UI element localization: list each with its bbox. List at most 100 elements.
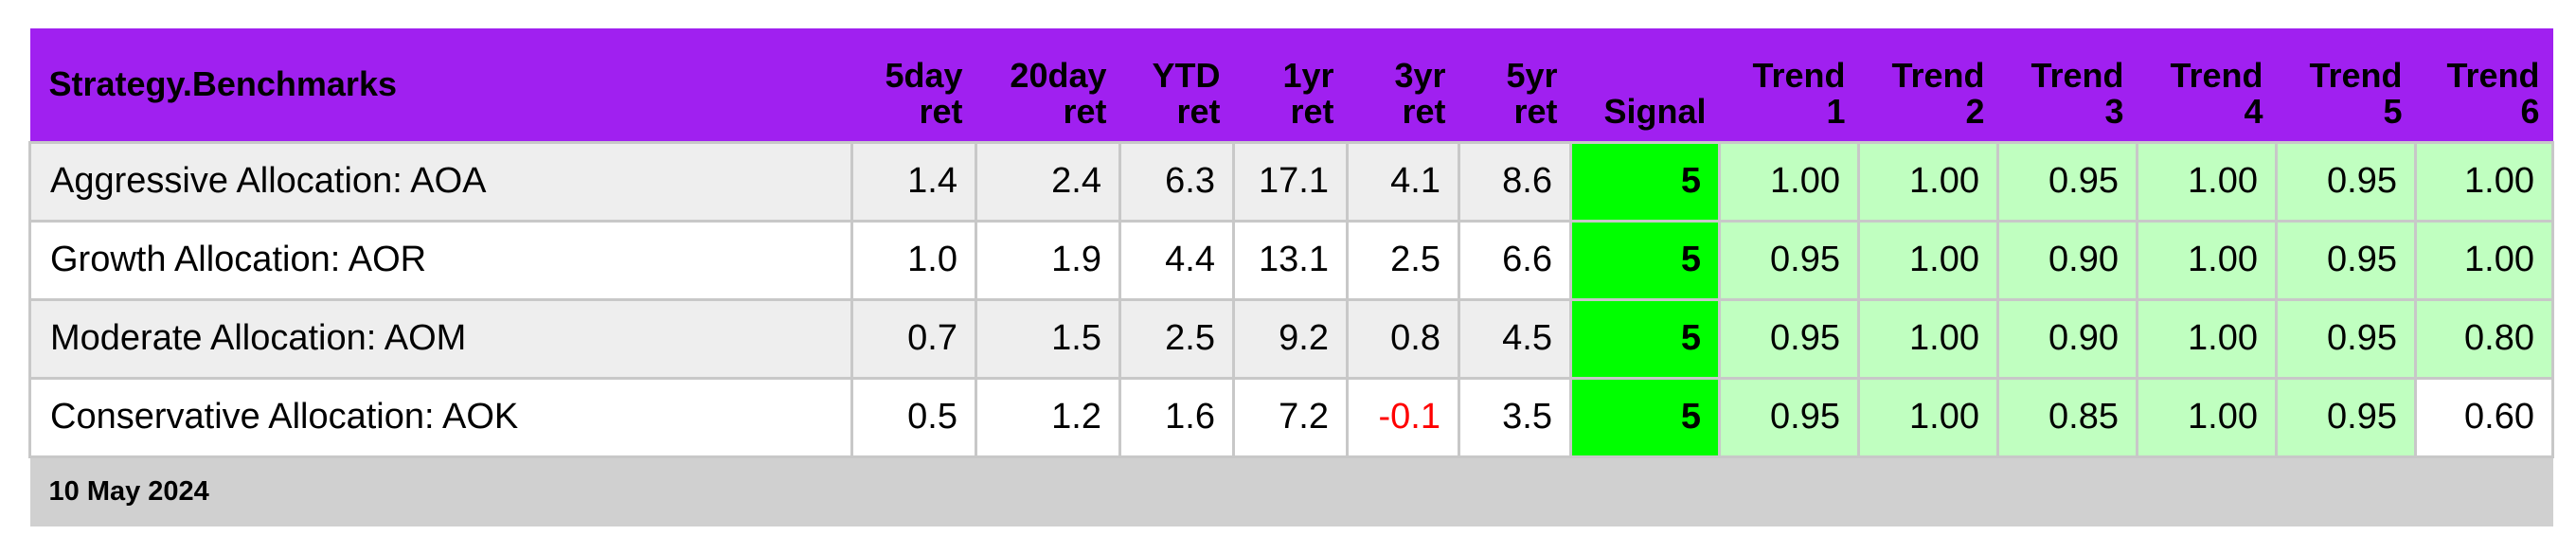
fund-name: Conservative Allocation: AOK xyxy=(28,376,853,458)
column-header: Trend 1 xyxy=(1719,28,1859,142)
column-header-label: 5day xyxy=(885,55,963,95)
column-header-label: Signal xyxy=(1603,91,1707,131)
table-row: Aggressive Allocation: AOA 1.4 2.4 6.3 17.1 4… xyxy=(28,140,2554,223)
return-cell: 8.6 xyxy=(1458,140,1572,223)
return-cell: 2.4 xyxy=(975,140,1121,223)
return-cell: 1.0 xyxy=(850,219,977,301)
signal-cell: 5 xyxy=(1569,219,1721,301)
trend-cell: 0.95 xyxy=(2275,140,2417,223)
return-cell: 1.9 xyxy=(975,219,1121,301)
column-header-label: 3yr xyxy=(1394,55,1446,95)
column-header: 20day ret xyxy=(975,28,1120,142)
trend-cell: 1.00 xyxy=(1718,140,1860,223)
return-cell: 1.5 xyxy=(975,297,1121,380)
trend-cell: 0.85 xyxy=(1996,376,2138,458)
return-cell: 6.3 xyxy=(1118,140,1235,223)
column-header-label: 3 xyxy=(2104,91,2124,131)
trend-cell: 0.95 xyxy=(2275,376,2417,458)
column-header-label: Trend xyxy=(1752,55,1846,95)
trend-cell: 1.00 xyxy=(2414,140,2554,223)
column-header-label: 5 xyxy=(2383,91,2403,131)
return-cell: 1.6 xyxy=(1118,376,1235,458)
trend-cell: 0.60 xyxy=(2414,376,2554,458)
column-header: Trend 3 xyxy=(1997,28,2138,142)
return-cell: 1.2 xyxy=(975,376,1121,458)
trend-cell: 1.00 xyxy=(1857,140,1999,223)
column-header-label: Trend xyxy=(1891,55,1985,95)
table-row: Growth Allocation: AOR 1.0 1.9 4.4 13.1 2.5 6.… xyxy=(28,219,2554,301)
column-header: 1yr ret xyxy=(1233,28,1348,142)
column-header-label: ret xyxy=(1176,91,1221,131)
column-header-label: Trend xyxy=(2309,55,2403,95)
return-cell: 13.1 xyxy=(1232,219,1349,301)
return-cell: 2.5 xyxy=(1118,297,1235,380)
return-cell: 9.2 xyxy=(1232,297,1349,380)
column-header-label: 1yr xyxy=(1282,55,1334,95)
trend-cell: 1.00 xyxy=(1857,297,1999,380)
report-date: 10 May 2024 xyxy=(29,456,2553,526)
return-cell: 4.1 xyxy=(1346,140,1460,223)
benchmarks-panel: Strategy.Benchmarks 5day ret 20day ret YTD re… xyxy=(28,28,2554,526)
column-header: Signal xyxy=(1570,28,1720,142)
trend-cell: 1.00 xyxy=(2414,219,2554,301)
trend-cell: 1.00 xyxy=(1857,219,1999,301)
column-header-label: 20day xyxy=(1010,55,1107,95)
column-header-label: 2 xyxy=(1965,91,1985,131)
column-header: YTD ret xyxy=(1119,28,1234,142)
column-header-label: 1 xyxy=(1826,91,1846,131)
column-header: Trend 4 xyxy=(2137,28,2277,142)
trend-cell: 1.00 xyxy=(2136,376,2278,458)
signal-cell: 5 xyxy=(1569,376,1721,458)
return-cell: 4.5 xyxy=(1458,297,1572,380)
trend-cell: 0.95 xyxy=(2275,297,2417,380)
column-header-label: 4 xyxy=(2244,91,2263,131)
table-title: Strategy.Benchmarks xyxy=(29,28,852,142)
column-header: Trend 5 xyxy=(2276,28,2416,142)
column-header-label: ret xyxy=(919,91,963,131)
trend-cell: 0.95 xyxy=(2275,219,2417,301)
column-header-label: ret xyxy=(1513,91,1558,131)
return-cell: 0.5 xyxy=(850,376,977,458)
column-header-label: ret xyxy=(1402,91,1446,131)
table-row: Moderate Allocation: AOM 0.7 1.5 2.5 9.2 0.8 4… xyxy=(28,297,2554,380)
trend-cell: 0.95 xyxy=(1996,140,2138,223)
return-cell: 17.1 xyxy=(1232,140,1349,223)
trend-cell: 0.80 xyxy=(2414,297,2554,380)
signal-cell: 5 xyxy=(1569,297,1721,380)
signal-cell: 5 xyxy=(1569,140,1721,223)
table-row: Conservative Allocation: AOK 0.5 1.2 1.6 7.2… xyxy=(28,376,2554,458)
trend-cell: 0.95 xyxy=(1718,376,1860,458)
trend-cell: 0.90 xyxy=(1996,219,2138,301)
trend-cell: 0.90 xyxy=(1996,297,2138,380)
benchmarks-table: Strategy.Benchmarks 5day ret 20day ret YTD re… xyxy=(28,28,2554,526)
return-cell: 2.5 xyxy=(1346,219,1460,301)
column-header-label: YTD xyxy=(1152,55,1221,95)
column-header-label: ret xyxy=(1063,91,1107,131)
trend-cell: 1.00 xyxy=(2136,140,2278,223)
table-body: Aggressive Allocation: AOA 1.4 2.4 6.3 17.1 4… xyxy=(28,140,2554,458)
column-header: 3yr ret xyxy=(1347,28,1459,142)
column-header: Trend 6 xyxy=(2415,28,2553,142)
return-cell: 1.4 xyxy=(850,140,977,223)
fund-name: Moderate Allocation: AOM xyxy=(28,297,853,380)
column-header-label: Trend xyxy=(2030,55,2124,95)
return-cell: 0.8 xyxy=(1346,297,1460,380)
fund-name: Aggressive Allocation: AOA xyxy=(28,140,853,223)
return-cell: 6.6 xyxy=(1458,219,1572,301)
return-cell: 4.4 xyxy=(1118,219,1235,301)
trend-cell: 1.00 xyxy=(2136,219,2278,301)
trend-cell: 0.95 xyxy=(1718,297,1860,380)
return-cell: 3.5 xyxy=(1458,376,1572,458)
column-header-label: ret xyxy=(1290,91,1334,131)
trend-cell: 1.00 xyxy=(2136,297,2278,380)
column-header-label: Trend xyxy=(2446,55,2540,95)
column-header: Trend 2 xyxy=(1858,28,1998,142)
column-header-label: 6 xyxy=(2520,91,2540,131)
header-row: Strategy.Benchmarks 5day ret 20day ret YTD re… xyxy=(29,28,2553,142)
return-cell: -0.1 xyxy=(1346,376,1460,458)
column-header-label: Trend xyxy=(2170,55,2263,95)
footer-row: 10 May 2024 xyxy=(29,456,2553,526)
return-cell: 0.7 xyxy=(850,297,977,380)
trend-cell: 0.95 xyxy=(1718,219,1860,301)
fund-name: Growth Allocation: AOR xyxy=(28,219,853,301)
